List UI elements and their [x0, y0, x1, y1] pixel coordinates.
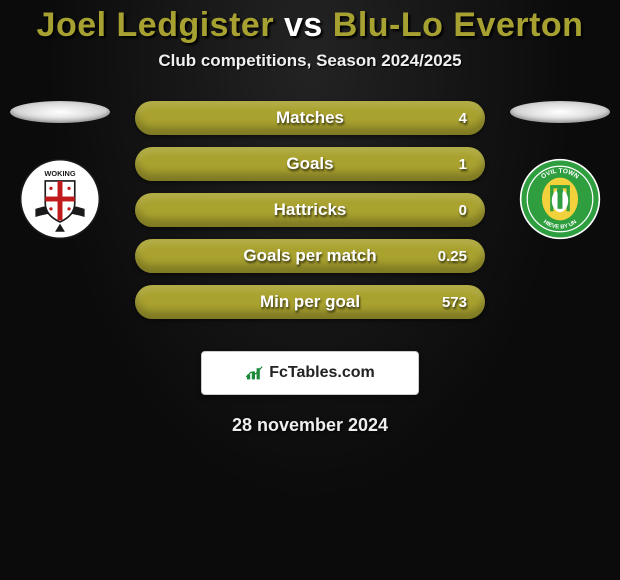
stat-row: Goals per match 0.25 — [135, 239, 485, 273]
stat-bars: Matches 4 Goals 1 Hattricks 0 Goals per match 0… — [135, 101, 485, 331]
stat-row: Goals 1 — [135, 147, 485, 181]
stat-label: Goals — [286, 154, 333, 174]
stat-label: Goals per match — [243, 246, 376, 266]
woking-fc-crest: WOKING — [19, 158, 101, 240]
bar-chart-icon — [245, 365, 265, 381]
player1-column: WOKING — [0, 101, 120, 240]
yeovil-town-crest: OVIL TOWN HIEVE BY UN — [519, 158, 601, 240]
stat-row: Matches 4 — [135, 101, 485, 135]
player1-portrait-placeholder — [10, 101, 110, 123]
player2-column: OVIL TOWN HIEVE BY UN — [500, 101, 620, 240]
stat-row: Min per goal 573 — [135, 285, 485, 319]
stat-label: Hattricks — [274, 200, 347, 220]
page-title: Joel Ledgister vs Blu-Lo Everton — [0, 0, 620, 45]
title-player2: Blu-Lo Everton — [333, 6, 584, 44]
stat-value: 4 — [459, 110, 467, 127]
stat-label: Min per goal — [260, 292, 360, 312]
title-player1: Joel Ledgister — [37, 6, 275, 44]
stat-label: Matches — [276, 108, 344, 128]
crest-left-label: WOKING — [44, 169, 75, 178]
title-vs: vs — [284, 6, 323, 44]
attribution-text: FcTables.com — [269, 364, 375, 382]
date: 28 november 2024 — [0, 415, 620, 436]
stat-value: 573 — [442, 294, 467, 311]
stat-value: 0.25 — [438, 248, 467, 265]
stat-value: 1 — [459, 156, 467, 173]
subtitle: Club competitions, Season 2024/2025 — [0, 51, 620, 71]
stat-row: Hattricks 0 — [135, 193, 485, 227]
player2-portrait-placeholder — [510, 101, 610, 123]
stat-value: 0 — [459, 202, 467, 219]
attribution-badge[interactable]: FcTables.com — [201, 351, 419, 395]
